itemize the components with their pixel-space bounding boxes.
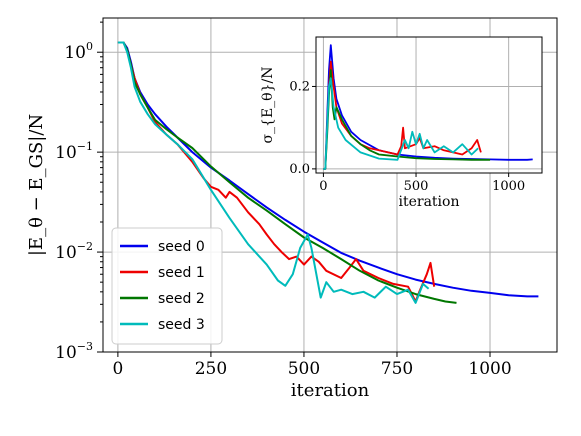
x-axis-title: iteration (291, 380, 370, 401)
y-axis-title: |E_θ − E_GS|/N (26, 114, 47, 256)
y-tick-label: 100 (64, 40, 93, 63)
legend: seed 0 seed 1 seed 2 seed 3 (111, 227, 223, 345)
x-tick-label: 0 (112, 359, 123, 379)
series-line-seed-3 (117, 41, 430, 304)
series-line-seed-2 (117, 41, 457, 304)
x-tick-label: 500 (288, 359, 320, 379)
legend-box (111, 227, 223, 345)
inset-y-axis-title: σ_{E_θ}/N (260, 67, 276, 144)
x-tick-label: 1000 (468, 359, 511, 379)
main-chart: 0 250 500 750 1000 100 10−1 10−2 10−3 iteration |E… (26, 17, 558, 401)
inset-x-tick-label: 0 (319, 179, 327, 194)
inset-x-tick-label: 500 (404, 179, 429, 194)
plot-frame (102, 17, 558, 353)
inset-series-line-seed-1 (323, 60, 482, 170)
inset-x-tick-label: 1000 (492, 179, 525, 194)
x-tick-label: 750 (381, 359, 413, 379)
inset-y-tick-label: 0.2 (289, 79, 310, 94)
inset-chart: 0 500 1000 0.0 0.2 iteration σ_{E_θ}/N (260, 36, 543, 210)
inset-series-line-seed-3 (323, 77, 479, 170)
legend-label: seed 1 (158, 265, 205, 281)
legend-label: seed 2 (158, 291, 205, 307)
y-tick-label: 10−2 (55, 240, 93, 263)
x-tick-label: 250 (195, 359, 227, 379)
inset-frame (315, 36, 543, 174)
inset-background (316, 37, 542, 173)
legend-label: seed 3 (158, 317, 205, 333)
inset-y-tick-label: 0.0 (289, 162, 310, 177)
inset-x-axis-title: iteration (399, 194, 460, 210)
y-tick-label: 10−1 (55, 140, 93, 163)
legend-label: seed 0 (158, 239, 205, 255)
y-tick-label: 10−3 (55, 340, 93, 363)
